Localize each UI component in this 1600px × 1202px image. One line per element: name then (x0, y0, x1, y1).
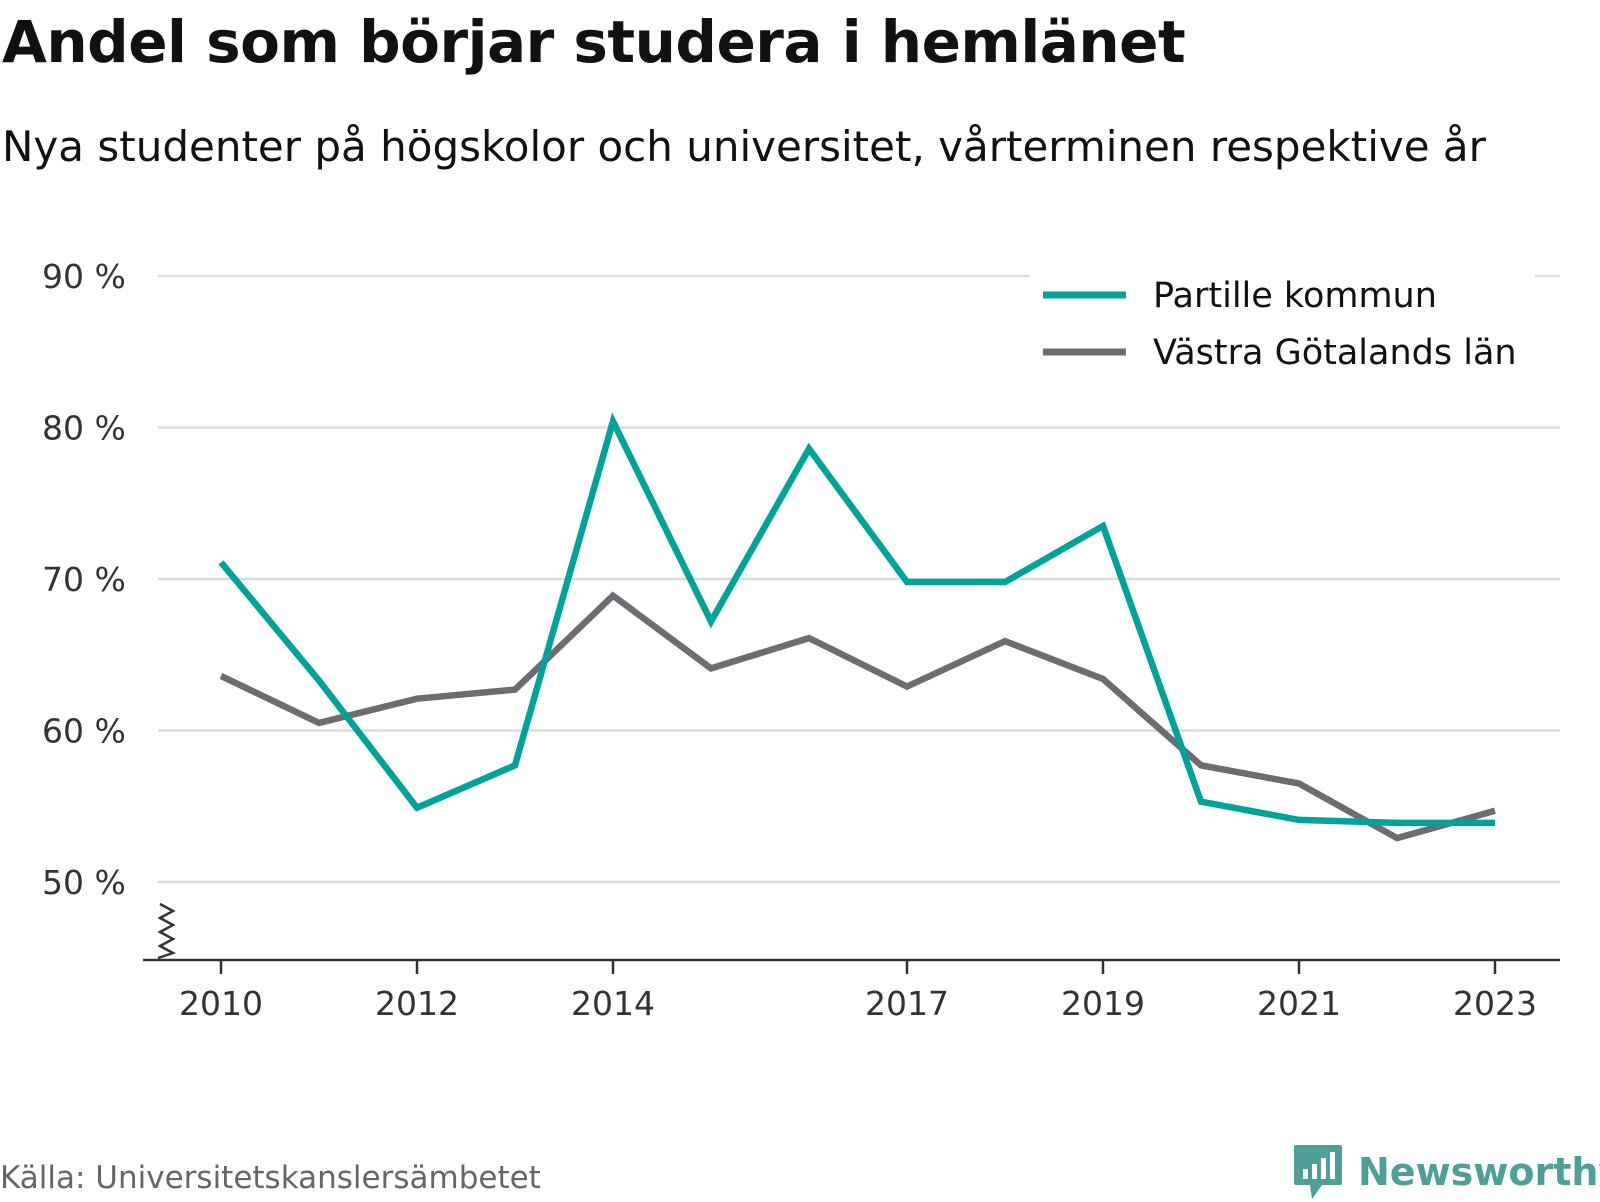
series-line-partille-kommun (218, 412, 1495, 827)
legend-background (1030, 272, 1535, 384)
series-line-vastra-gotalands-lan (219, 591, 1496, 842)
x-tick-label-2017: 2017 (865, 984, 949, 1023)
legend-label-0: Partille kommun (1153, 276, 1437, 316)
series-lines (218, 412, 1496, 842)
y-tick-label-80: 80 % (42, 409, 126, 448)
x-axis: 2010 2012 2014 2017 2019 2021 2023 (143, 902, 1560, 1023)
chart-subtitle: Nya studenter på högskolor och universit… (2, 122, 1486, 171)
y-tick-label-70: 70 % (42, 560, 126, 599)
brand: Newsworthy (1292, 1142, 1600, 1202)
y-tick-label-90: 90 % (42, 257, 126, 296)
source-note: Källa: Universitetskanslersämbetet (0, 1160, 541, 1196)
x-tick-label-2021: 2021 (1257, 984, 1341, 1023)
legend-label-1: Västra Götalands län (1153, 333, 1517, 373)
x-tick-label-2010: 2010 (179, 984, 263, 1023)
y-axis-ticks: 50 % 60 % 70 % 80 % 90 % (42, 257, 126, 902)
legend: Partille kommun Västra Götalands län (1030, 272, 1535, 384)
y-tick-label-60: 60 % (42, 712, 126, 751)
x-tick-label-2023: 2023 (1453, 984, 1537, 1023)
newsworthy-logo-icon (1294, 1145, 1342, 1199)
x-tick-label-2014: 2014 (571, 984, 655, 1023)
x-tick-label-2012: 2012 (375, 984, 459, 1023)
axis-break-icon (157, 902, 177, 960)
chart-title: Andel som börjar studera i hemlänet (2, 8, 1186, 76)
brand-name: Newsworthy (1358, 1150, 1600, 1194)
y-tick-label-50: 50 % (42, 863, 126, 902)
x-tick-label-2019: 2019 (1061, 984, 1145, 1023)
